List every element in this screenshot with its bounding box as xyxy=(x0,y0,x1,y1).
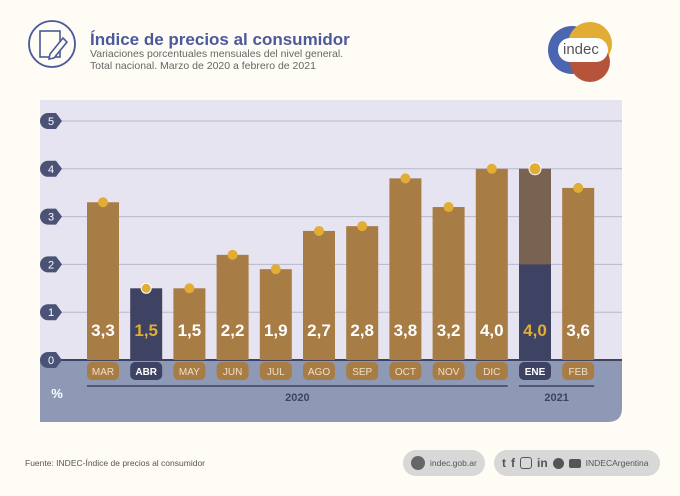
x-tick-pill xyxy=(475,362,508,380)
bar-dic xyxy=(475,168,508,360)
y-tick-marker xyxy=(40,160,62,177)
bar-sep xyxy=(346,226,379,360)
x-tick-label: OCT xyxy=(395,367,416,378)
bar-feb xyxy=(562,187,595,360)
year-label: 2020 xyxy=(285,392,309,404)
x-tick-pill xyxy=(87,362,119,380)
instagram-icon[interactable] xyxy=(520,457,532,469)
linkedin-icon[interactable]: in xyxy=(537,456,548,470)
x-tick-label: AGO xyxy=(308,367,330,378)
data-label: 1,9 xyxy=(264,321,288,340)
x-tick-pill xyxy=(173,362,206,380)
data-label: 2,8 xyxy=(350,321,374,340)
spotify-icon[interactable] xyxy=(552,457,564,469)
y-tick-label: 4 xyxy=(48,164,54,176)
data-point xyxy=(400,173,411,184)
logo-text: indec xyxy=(563,41,599,58)
twitter-icon[interactable]: t xyxy=(502,456,506,470)
data-point xyxy=(314,225,324,236)
source-note: Fuente: INDEC-Índice de precios al consu… xyxy=(25,458,205,468)
x-tick-label: DIC xyxy=(483,367,500,378)
y-tick-label: 1 xyxy=(48,307,54,319)
bar-jul xyxy=(259,269,292,360)
data-label: 2,2 xyxy=(221,321,245,340)
x-tick-label: NOV xyxy=(438,367,460,378)
data-label: 3,2 xyxy=(437,321,461,340)
x-tick-pill xyxy=(562,362,595,380)
y-tick-label: 5 xyxy=(48,116,54,128)
bar-jun xyxy=(216,254,249,360)
y-tick-label: 3 xyxy=(48,212,54,224)
x-tick-label: JUL xyxy=(267,367,285,378)
y-tick-marker xyxy=(40,352,62,368)
x-tick-pill xyxy=(519,362,551,380)
page-title: Índice de precios al consumidor xyxy=(90,30,350,49)
x-tick-label: SEP xyxy=(352,367,372,378)
x-tick-pill xyxy=(259,362,292,380)
x-tick-pill xyxy=(130,362,163,380)
website-text: indec.gob.ar xyxy=(430,458,477,468)
y-axis-label: % xyxy=(51,386,63,401)
social-handle: INDECArgentina xyxy=(585,458,649,468)
bar-mar xyxy=(87,202,119,360)
x-tick-label: ABR xyxy=(135,367,157,378)
x-tick-pill xyxy=(432,362,465,380)
y-tick-label: 0 xyxy=(48,355,54,367)
y-tick-marker xyxy=(40,113,62,129)
data-point xyxy=(357,221,368,232)
subtitle-line: Total nacional. Marzo de 2020 a febrero … xyxy=(90,60,316,72)
globe-icon xyxy=(411,456,425,470)
social-links[interactable]: t f in INDECArgentina xyxy=(494,450,660,476)
indec-logo xyxy=(548,22,612,82)
data-point xyxy=(227,249,238,260)
bar-nov xyxy=(432,207,465,360)
x-tick-label: MAY xyxy=(179,367,200,378)
subtitle-line: Variaciones porcentuales mensuales del n… xyxy=(90,48,344,60)
data-point xyxy=(184,283,195,294)
data-point xyxy=(573,182,584,193)
data-label: 4,0 xyxy=(480,321,504,340)
year-label: 2021 xyxy=(544,392,568,404)
data-point xyxy=(443,202,454,213)
x-tick-label: MAR xyxy=(92,367,114,378)
data-label: 3,8 xyxy=(394,321,418,340)
data-point xyxy=(140,282,152,294)
data-point xyxy=(270,264,281,275)
bar-oct xyxy=(389,178,422,360)
data-point xyxy=(486,163,497,174)
data-point xyxy=(528,162,542,176)
facebook-icon[interactable]: f xyxy=(511,456,515,470)
x-tick-pill xyxy=(303,362,335,380)
header-icon xyxy=(28,20,76,68)
data-label: 4,0 xyxy=(523,321,547,340)
bar-abr xyxy=(130,288,163,360)
website-link[interactable]: indec.gob.ar xyxy=(403,450,485,476)
x-tick-pill xyxy=(346,362,379,380)
x-tick-label: JUN xyxy=(223,367,242,378)
y-tick-label: 2 xyxy=(48,259,54,271)
y-tick-marker xyxy=(40,208,62,225)
data-point xyxy=(98,197,108,208)
data-label: 2,7 xyxy=(307,321,331,340)
data-label: 3,3 xyxy=(91,321,115,340)
youtube-icon[interactable] xyxy=(568,458,581,468)
bar-ago xyxy=(303,230,335,360)
bar-gradient xyxy=(519,168,551,265)
y-tick-marker xyxy=(40,256,62,273)
data-label: 3,6 xyxy=(566,321,590,340)
subtitle: Variaciones porcentuales mensuales del n… xyxy=(90,48,343,72)
x-tick-pill xyxy=(389,362,422,380)
bar-may xyxy=(173,288,206,360)
x-tick-pill xyxy=(216,362,249,380)
x-tick-label: ENE xyxy=(525,367,546,378)
data-label: 1,5 xyxy=(134,321,158,340)
data-label: 1,5 xyxy=(178,321,202,340)
x-tick-label: FEB xyxy=(568,367,588,378)
y-tick-marker xyxy=(40,304,62,321)
